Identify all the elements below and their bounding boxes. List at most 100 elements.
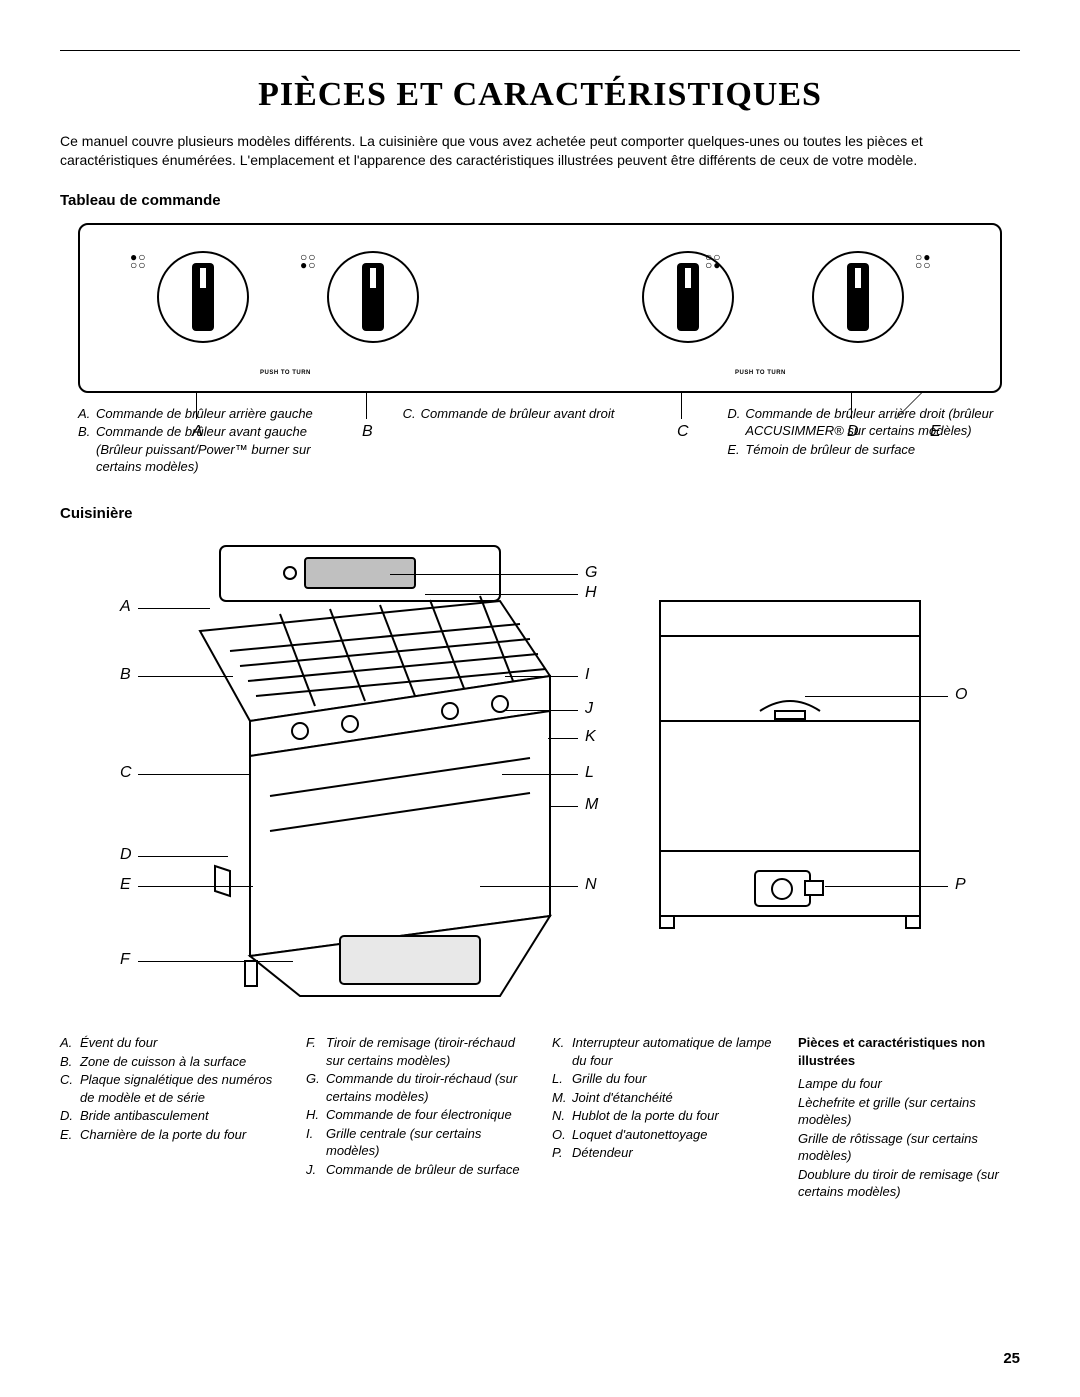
callout-letter-a: A: [192, 423, 203, 441]
legend-label: P.: [552, 1144, 572, 1162]
range-callout-m: M: [585, 796, 598, 814]
section-head-panel: Tableau de commande: [60, 192, 1020, 209]
callout-line: [138, 961, 293, 962]
range-back-drawing: [650, 591, 930, 931]
knob-front-left: [327, 251, 419, 343]
legend-label: B.: [60, 1053, 80, 1071]
legend-label: I.: [306, 1125, 326, 1160]
range-figure: A B C D E F G H I J K L M N O P: [60, 536, 1020, 1016]
legend-label: D.: [727, 405, 745, 440]
range-callout-c: C: [120, 764, 132, 782]
callout-line: [505, 710, 578, 711]
page-number: 25: [1003, 1350, 1020, 1367]
legend-text: Commande de brûleur arrière gauche: [96, 405, 353, 423]
callout-letter-e: E: [930, 423, 941, 441]
section-head-range: Cuisinière: [60, 505, 1020, 522]
legend-text: Grille centrale (sur certains modèles): [326, 1125, 528, 1160]
non-illustrated-item: Lampe du four: [798, 1075, 1020, 1093]
legend-text: Commande de four électronique: [326, 1106, 528, 1124]
burner-dots-icon: ●○○○: [130, 253, 147, 269]
callout-line: [138, 856, 228, 857]
legend-text: Commande de brûleur arrière droit (brûle…: [745, 405, 1002, 440]
legend-label: K.: [552, 1034, 572, 1069]
legend-text: Évent du four: [80, 1034, 282, 1052]
range-callout-j: J: [585, 700, 593, 718]
range-callout-g: G: [585, 564, 597, 582]
callout-letter-d: D: [847, 423, 859, 441]
legend-text: Détendeur: [572, 1144, 774, 1162]
legend-text: Interrupteur automatique de lampe du fou…: [572, 1034, 774, 1069]
callout-line: [505, 676, 578, 677]
legend-label: A.: [78, 405, 96, 423]
intro-paragraph: Ce manuel couvre plusieurs modèles diffé…: [60, 132, 1020, 170]
burner-dots-icon: ○○●○: [300, 253, 317, 269]
range-callout-p: P: [955, 876, 966, 894]
range-legend: A.Évent du four B.Zone de cuisson à la s…: [60, 1034, 1020, 1202]
legend-text: Commande de brûleur avant gauche (Brûleu…: [96, 423, 353, 476]
top-rule: [60, 50, 1020, 51]
callout-line: [681, 393, 682, 419]
range-callout-b: B: [120, 666, 131, 684]
callout-line: [548, 738, 578, 739]
control-panel-frame: ●○○○ ○○●○ ○○○● ○●○○ PUSH TO TURN PUSH TO…: [78, 223, 1002, 393]
callout-line: [196, 393, 197, 419]
push-to-turn-label: PUSH TO TURN: [735, 370, 786, 376]
legend-label: C.: [403, 405, 421, 423]
legend-text: Témoin de brûleur de surface: [745, 441, 1002, 459]
non-illustrated-head: Pièces et caractéristiques non illustrée…: [798, 1034, 1020, 1069]
range-callout-e: E: [120, 876, 131, 894]
legend-text: Commande de brûleur de surface: [326, 1161, 528, 1179]
legend-label: N.: [552, 1107, 572, 1125]
callout-line: [825, 886, 948, 887]
callout-line: [138, 676, 233, 677]
non-illustrated-item: Grille de rôtissage (sur certains modèle…: [798, 1130, 1020, 1165]
callout-line: [138, 608, 210, 609]
non-illustrated-item: Lèchefrite et grille (sur certains modèl…: [798, 1094, 1020, 1129]
panel-legend-col3: D.Commande de brûleur arrière droit (brû…: [727, 405, 1002, 477]
panel-legend: A.Commande de brûleur arrière gauche B.C…: [78, 405, 1002, 477]
range-callout-n: N: [585, 876, 597, 894]
range-front-drawing: [190, 536, 560, 1006]
burner-dots-icon: ○●○○: [915, 253, 932, 269]
knob-rear-right: [812, 251, 904, 343]
range-legend-col2: F.Tiroir de remisage (tiroir-réchaud sur…: [306, 1034, 528, 1202]
callout-line: [851, 393, 852, 419]
callout-line: [390, 574, 578, 575]
legend-text: Tiroir de remisage (tiroir-réchaud sur c…: [326, 1034, 528, 1069]
range-callout-d: D: [120, 846, 132, 864]
non-illustrated-item: Doublure du tiroir de remisage (sur cert…: [798, 1166, 1020, 1201]
range-callout-i: I: [585, 666, 589, 684]
callout-line: [138, 774, 250, 775]
range-callout-k: K: [585, 728, 596, 746]
range-callout-f: F: [120, 951, 130, 969]
burner-dots-icon: ○○○●: [705, 253, 722, 269]
range-callout-a: A: [120, 598, 131, 616]
range-legend-col1: A.Évent du four B.Zone de cuisson à la s…: [60, 1034, 282, 1202]
legend-text: Joint d'étanchéité: [572, 1089, 774, 1107]
legend-text: Commande du tiroir-réchaud (sur certains…: [326, 1070, 528, 1105]
knob-rear-left: [157, 251, 249, 343]
legend-label: F.: [306, 1034, 326, 1069]
panel-legend-col2: C.Commande de brûleur avant droit: [403, 405, 678, 477]
legend-label: O.: [552, 1126, 572, 1144]
range-callout-h: H: [585, 584, 597, 602]
page-title: PIÈCES ET CARACTÉRISTIQUES: [60, 76, 1020, 114]
range-legend-col3: K.Interrupteur automatique de lampe du f…: [552, 1034, 774, 1202]
legend-text: Commande de brûleur avant droit: [421, 405, 678, 423]
legend-text: Charnière de la porte du four: [80, 1126, 282, 1144]
legend-label: H.: [306, 1106, 326, 1124]
callout-letter-b: B: [362, 423, 373, 441]
legend-label: B.: [78, 423, 96, 476]
callout-line: [366, 393, 367, 419]
legend-text: Bride antibasculement: [80, 1107, 282, 1125]
legend-text: Plaque signalétique des numéros de modèl…: [80, 1071, 282, 1106]
push-to-turn-label: PUSH TO TURN: [260, 370, 311, 376]
legend-label: M.: [552, 1089, 572, 1107]
legend-label: C.: [60, 1071, 80, 1106]
legend-label: L.: [552, 1070, 572, 1088]
callout-line: [502, 774, 578, 775]
legend-text: Hublot de la porte du four: [572, 1107, 774, 1125]
legend-label: A.: [60, 1034, 80, 1052]
callout-line: [550, 806, 578, 807]
panel-legend-col1: A.Commande de brûleur arrière gauche B.C…: [78, 405, 353, 477]
